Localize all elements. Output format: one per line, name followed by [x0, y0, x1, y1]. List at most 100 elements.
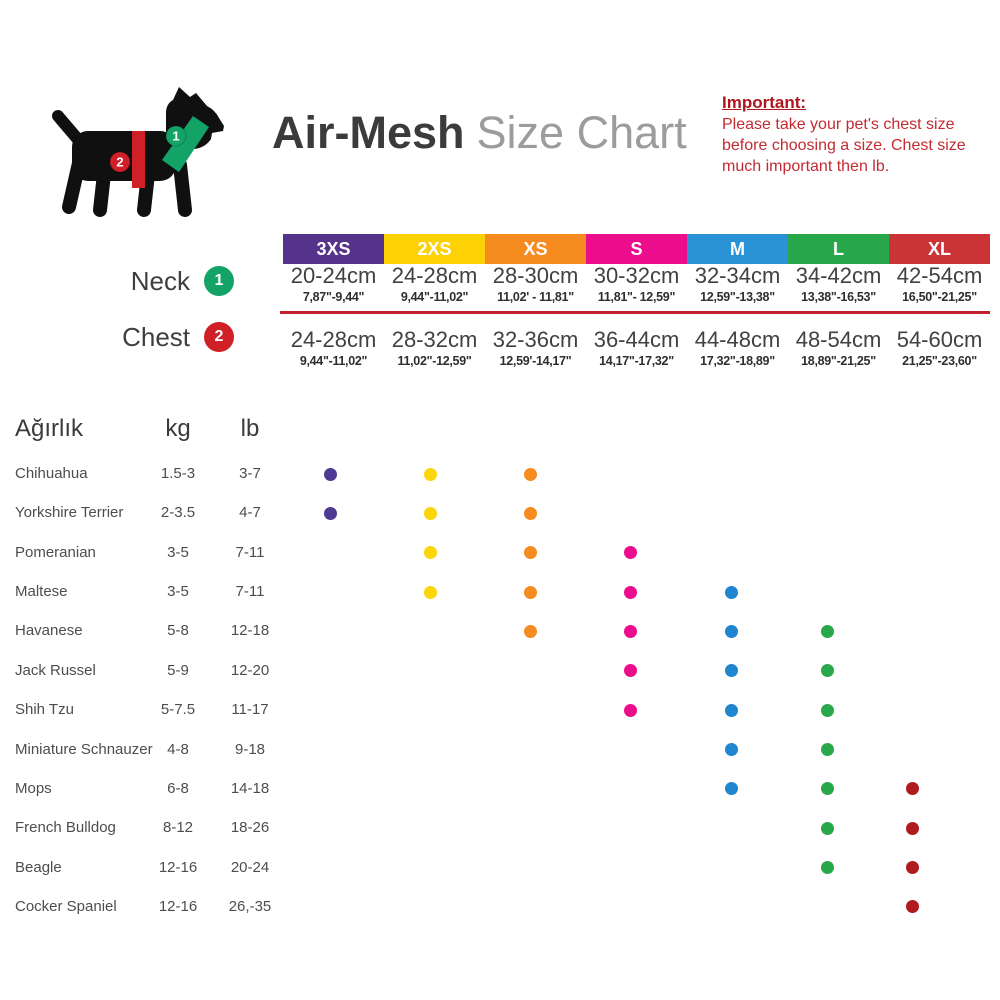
chest-cm-xl: 54-60cm	[896, 327, 983, 352]
neck-marker-badge	[165, 125, 187, 147]
important-notice: Important: Please take your pet's chest …	[722, 92, 990, 177]
dog-leg-rear-1	[93, 158, 112, 217]
neck-cm-3xs: 20-24cm	[290, 263, 377, 288]
notice-heading: Important:	[722, 93, 807, 112]
breed-lb: 4-7	[239, 504, 261, 522]
breed-lb: 7-11	[235, 543, 265, 561]
breed-kg: 12-16	[158, 897, 198, 915]
title-subtitle: Size Chart	[476, 107, 687, 158]
breed-lb: 11-17	[231, 701, 269, 719]
size-dot-l	[820, 821, 834, 835]
chest-marker-badge	[109, 151, 131, 173]
chest-marker-number: 2	[116, 155, 123, 170]
size-dot-xl	[905, 861, 919, 875]
breed-lb: 26,-35	[228, 897, 272, 915]
breed-name: Havanese	[15, 622, 83, 640]
size-dot-l	[820, 861, 834, 875]
breed-kg: 3-5	[167, 543, 189, 561]
breed-name: Maltese	[15, 583, 68, 601]
breed-kg: 8-12	[162, 819, 194, 837]
breed-lb: 9-18	[234, 740, 266, 758]
size-dot-2xs	[423, 585, 437, 599]
size-dot-m	[724, 664, 738, 678]
breed-name: Pomeranian	[15, 543, 96, 561]
breed-kg: 12-16	[158, 858, 198, 876]
size-dot-s	[623, 546, 637, 560]
chest-cm-3xs: 24-28cm	[290, 327, 377, 352]
size-dot-xs	[523, 506, 537, 520]
dog-illustration: 1 2	[52, 87, 224, 217]
neck-cm-l: 34-42cm	[795, 263, 882, 288]
title-brand: Air-Mesh	[272, 107, 465, 158]
breed-name: Chihuahua	[15, 465, 88, 482]
breed-table-header-weight: Ağırlık	[15, 415, 84, 442]
size-dot-xs	[523, 624, 537, 638]
chest-badge: 2	[204, 322, 234, 352]
chest-cm-s: 36-44cm	[593, 327, 680, 352]
breed-name: Jack Russel	[15, 661, 96, 679]
size-dot-xl	[905, 900, 919, 914]
size-dot-s	[623, 703, 637, 717]
breed-kg: 3-5	[167, 583, 189, 601]
chest-cm-m: 44-48cm	[694, 327, 781, 352]
neck-cm-xs: 28-30cm	[492, 263, 579, 288]
neck-cm-s: 30-32cm	[593, 263, 680, 288]
dog-leg-front-1	[173, 158, 192, 217]
size-dot-m	[724, 585, 738, 599]
chest-inch-2xs: 11,02"-12,59"	[397, 354, 472, 368]
neck-marker-number: 1	[172, 129, 179, 144]
chest-inch-m: 17,32"-18,89"	[700, 354, 775, 368]
chest-inch-3xs: 9,44"-11,02"	[299, 354, 368, 368]
size-header-xs: XS	[485, 234, 586, 264]
size-dot-2xs	[423, 546, 437, 560]
size-dot-2xs	[423, 467, 437, 481]
size-dot-3xs	[323, 467, 337, 481]
breed-kg: 6-8	[167, 779, 189, 797]
size-dot-xs	[523, 585, 537, 599]
size-dot-m	[724, 703, 738, 717]
size-dot-m	[724, 782, 738, 796]
neck-row-label: Neck	[130, 266, 190, 296]
size-header-l: L	[788, 234, 889, 264]
chest-inch-xs: 12,59'-14,17"	[499, 354, 572, 368]
size-dot-l	[820, 664, 834, 678]
breed-name: Shih Tzu	[15, 701, 74, 719]
neck-cm-2xs: 24-28cm	[391, 263, 478, 288]
breed-lb: 14-18	[230, 779, 270, 797]
neck-badge: 1	[204, 266, 234, 296]
breed-lb: 3-7	[239, 465, 261, 482]
neck-cm-m: 32-34cm	[694, 263, 781, 288]
breed-lb: 18-26	[230, 819, 270, 837]
neck-band	[162, 116, 209, 172]
chest-cm-xs: 32-36cm	[492, 327, 579, 352]
size-dot-2xs	[423, 506, 437, 520]
size-dot-xs	[523, 546, 537, 560]
size-dot-m	[724, 624, 738, 638]
chest-band	[132, 131, 145, 188]
size-header-xl: XL	[889, 234, 990, 264]
neck-inch-2xs: 9,44"-11,02"	[400, 290, 469, 304]
neck-chest-divider	[280, 311, 990, 314]
size-dot-l	[820, 782, 834, 796]
size-dot-l	[820, 703, 834, 717]
notice-body: Please take your pet's chest size before…	[722, 116, 966, 175]
breed-lb: 12-18	[230, 622, 270, 640]
breed-kg: 1.5-3	[160, 465, 196, 482]
size-dot-3xs	[323, 506, 337, 520]
chest-inch-xl: 21,25"-23,60"	[902, 354, 977, 368]
chest-inch-l: 18,89"-21,25"	[801, 354, 876, 368]
breed-name: Beagle	[15, 858, 62, 876]
breed-lb: 20-24	[230, 858, 270, 876]
breed-kg: 5-9	[167, 661, 189, 679]
chest-inch-s: 14,17"-17,32"	[599, 354, 674, 368]
dog-leg-front-2	[137, 158, 156, 217]
breed-table-header-lb: lb	[240, 415, 260, 442]
dog-leg-rear-2	[62, 156, 86, 214]
neck-cm-xl: 42-54cm	[896, 263, 983, 288]
chest-cm-2xs: 28-32cm	[391, 327, 478, 352]
size-header-2xs: 2XS	[384, 234, 485, 264]
breed-lb: 12-20	[230, 661, 270, 679]
size-header-s: S	[586, 234, 687, 264]
breed-name: Miniature Schnauzer	[15, 740, 153, 758]
